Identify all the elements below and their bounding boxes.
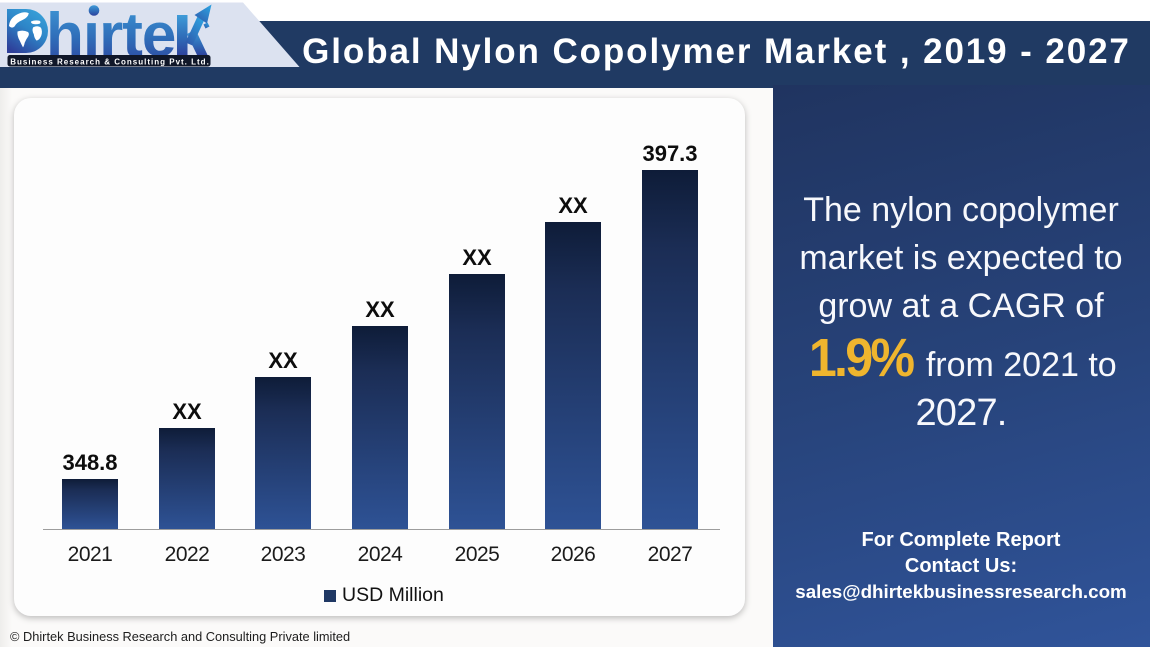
svg-text:Business Research & Consulting: Business Research & Consulting Pvt. Ltd. [10, 57, 210, 66]
